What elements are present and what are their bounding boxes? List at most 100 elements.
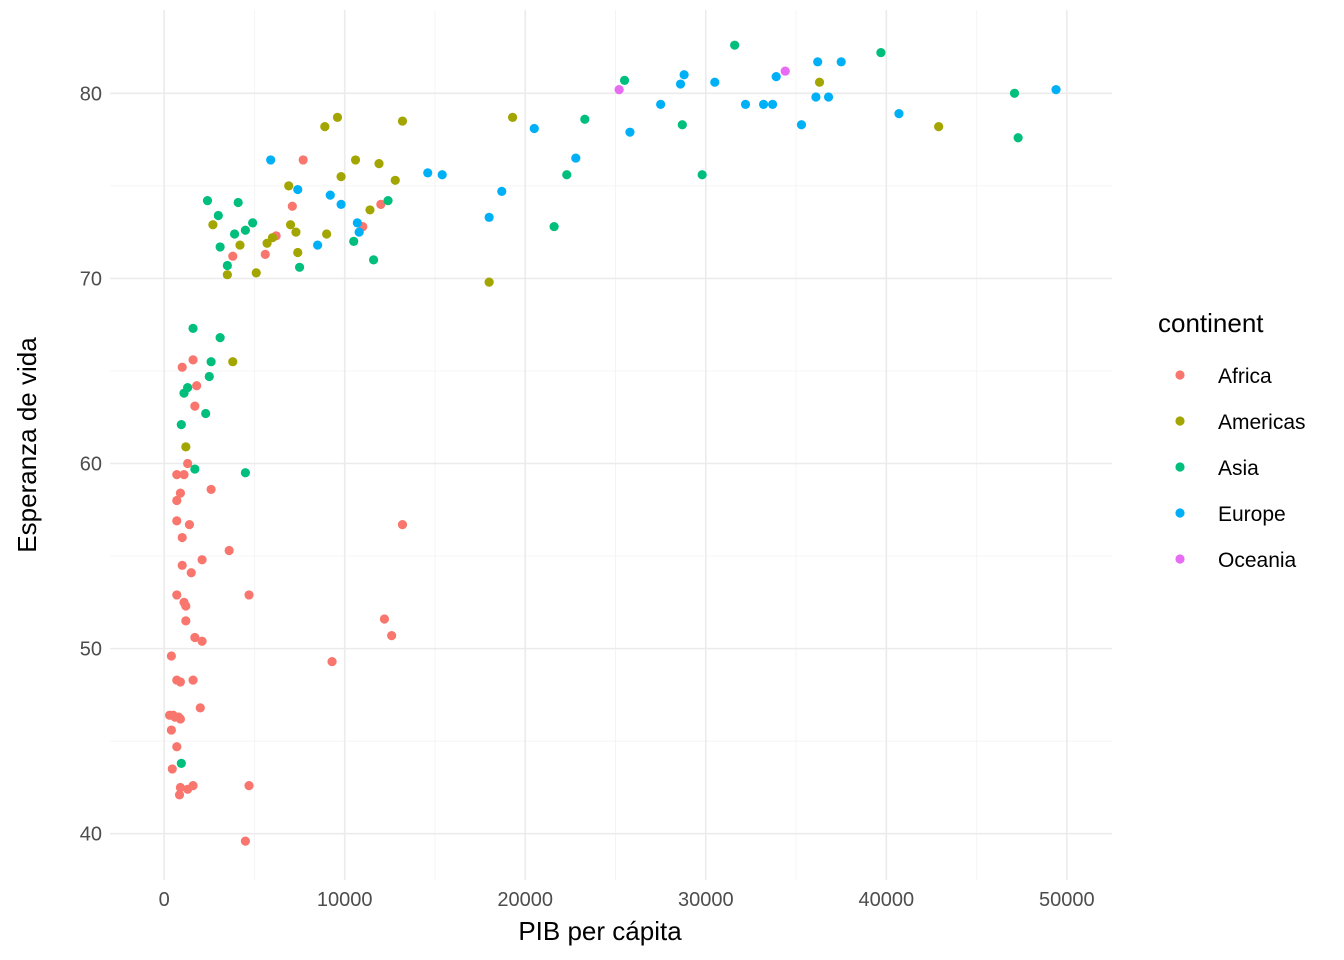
legend-title: continent (1158, 308, 1264, 338)
data-point (352, 218, 362, 228)
data-point (176, 758, 186, 768)
data-point (195, 703, 205, 713)
data-point (181, 616, 191, 626)
data-point (814, 77, 825, 87)
data-point (183, 383, 193, 393)
y-axis-ticks: 40 50 60 70 80 (80, 83, 102, 845)
data-point (934, 122, 944, 132)
data-point (177, 532, 187, 543)
data-point (285, 220, 296, 230)
data-point (175, 488, 186, 498)
data-point (780, 66, 790, 76)
series-africa (164, 155, 408, 846)
legend-label: Americas (1218, 411, 1306, 434)
series-americas (181, 77, 944, 452)
data-point (320, 122, 330, 132)
data-point (876, 47, 886, 58)
data-point (190, 464, 200, 474)
data-point (811, 92, 821, 102)
data-point (379, 614, 390, 624)
data-point (244, 780, 254, 791)
x-tick-label: 10000 (317, 889, 373, 911)
data-point (423, 168, 433, 178)
data-point (354, 227, 364, 237)
data-point (675, 79, 686, 89)
data-point (813, 57, 823, 67)
data-point (327, 656, 337, 667)
legend-key (1175, 508, 1185, 518)
legend-label: Asia (1218, 457, 1259, 480)
data-point (188, 323, 198, 333)
data-point (177, 560, 187, 570)
data-point (823, 92, 834, 102)
data-point (181, 442, 191, 452)
data-point (208, 220, 218, 230)
data-point (248, 218, 258, 228)
data-point (287, 201, 297, 211)
data-point (390, 175, 400, 185)
data-point (192, 381, 202, 391)
data-point (549, 221, 559, 232)
legend-label: Africa (1218, 365, 1272, 388)
data-point (174, 790, 185, 800)
y-tick-label: 40 (80, 824, 102, 846)
data-point (368, 255, 379, 265)
data-point (215, 242, 225, 252)
data-point (294, 262, 305, 272)
data-point (213, 210, 223, 221)
data-point (313, 240, 323, 250)
data-point (484, 277, 494, 287)
data-point (172, 470, 182, 480)
data-point (387, 631, 397, 641)
data-point (183, 458, 193, 469)
data-point (332, 112, 343, 122)
data-point (222, 260, 232, 271)
data-point (322, 229, 332, 239)
legend-item-americas: Americas (1175, 411, 1306, 434)
data-point (293, 247, 303, 258)
data-point (233, 197, 243, 208)
legend-items: Africa Americas Asia Europe Oceania (1175, 365, 1306, 572)
data-point (176, 420, 186, 430)
data-point (740, 99, 751, 110)
data-point (1051, 84, 1061, 95)
data-point (437, 170, 447, 180)
data-point (796, 120, 807, 130)
data-point (677, 120, 687, 130)
data-point (656, 99, 666, 110)
data-point (188, 780, 198, 791)
data-point (497, 186, 507, 197)
data-point (172, 590, 182, 600)
data-point (679, 70, 689, 80)
data-point (383, 196, 393, 206)
data-point (767, 99, 778, 110)
legend-key (1175, 370, 1185, 380)
y-axis-title: Esperanza de vida (12, 337, 42, 553)
data-point (771, 72, 781, 82)
data-point (204, 371, 214, 382)
data-point (350, 155, 361, 165)
data-points (164, 40, 1061, 846)
data-point (260, 249, 270, 259)
y-tick-label: 70 (80, 268, 102, 290)
data-point (228, 251, 238, 261)
data-point (484, 212, 494, 222)
data-point (266, 155, 276, 165)
data-point (376, 199, 386, 209)
data-point (349, 236, 359, 246)
data-point (206, 484, 216, 495)
data-point (206, 357, 216, 367)
series-europe (266, 57, 1061, 250)
data-point (1013, 133, 1023, 143)
data-point (614, 84, 624, 95)
data-point (365, 205, 375, 215)
data-point (836, 57, 846, 67)
x-axis-ticks: 0 10000 20000 30000 40000 50000 (159, 889, 1095, 911)
data-point (374, 159, 384, 169)
y-tick-label: 80 (80, 83, 102, 105)
series-asia (176, 40, 1023, 768)
data-point (188, 675, 198, 685)
legend-item-europe: Europe (1175, 503, 1286, 526)
data-point (336, 199, 346, 209)
y-tick-label: 50 (80, 639, 102, 661)
